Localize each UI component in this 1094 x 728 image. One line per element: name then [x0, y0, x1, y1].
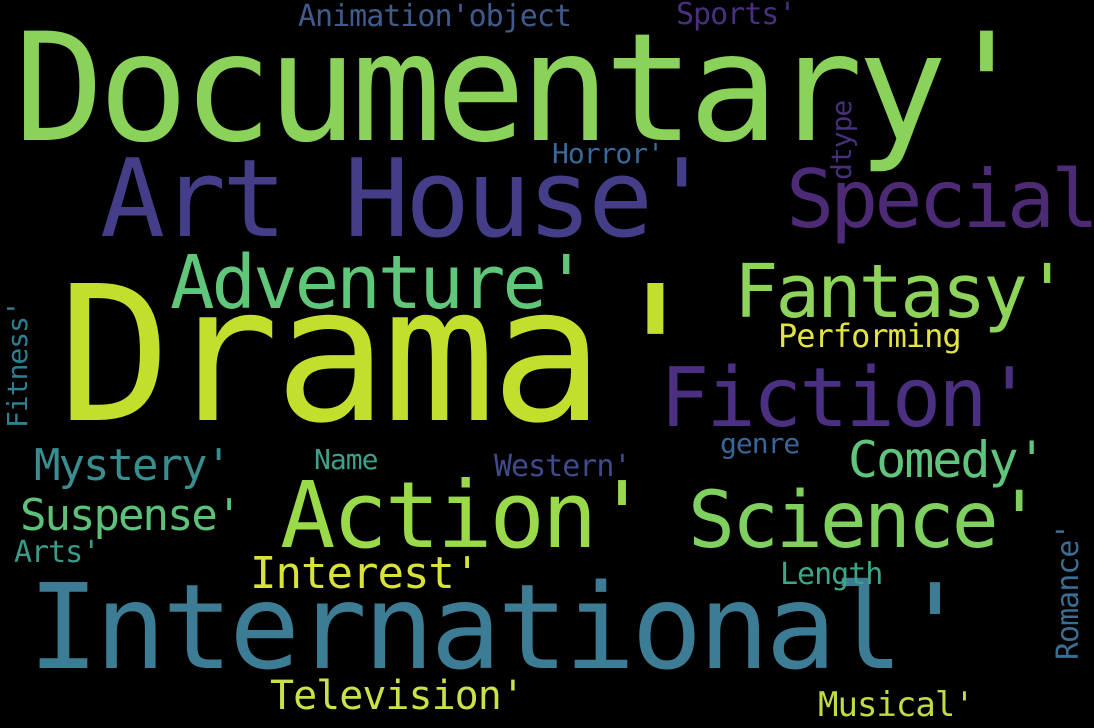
word-adventure: Adventure' — [170, 240, 589, 326]
word-horror: Horror' — [552, 137, 664, 170]
word-international: International' — [28, 558, 971, 696]
word-science: Science' — [688, 476, 1043, 566]
word-interest: Interest' — [250, 548, 480, 599]
word-fiction: Fiction' — [660, 351, 1034, 446]
word-drama: Drama' — [58, 246, 712, 465]
word-arts: Arts' — [14, 535, 100, 570]
word-dtype: dtype — [825, 100, 858, 180]
word-western: Western' — [494, 449, 631, 484]
word-genre: genre — [720, 427, 800, 460]
word-documentary: Documentary' — [14, 2, 1032, 176]
word-art-house: Art House' — [100, 137, 714, 262]
word-television: Television' — [270, 673, 525, 719]
word-animation-object: Animation'object — [298, 0, 572, 34]
word-length: Length — [780, 557, 883, 592]
word-special: Special — [786, 153, 1094, 246]
word-action: Action' — [280, 462, 650, 569]
word-suspense: Suspense' — [20, 490, 242, 541]
word-fantasy: Fantasy' — [734, 249, 1069, 335]
word-performing: Performing — [778, 317, 962, 355]
word-comedy: Comedy' — [848, 431, 1047, 489]
word-name: Name — [314, 443, 378, 476]
word-mystery: Mystery' — [34, 440, 232, 491]
word-musical: Musical' — [818, 685, 975, 725]
word-fitness: Fitness' — [1, 301, 34, 428]
word-romance: Romance' — [1051, 523, 1086, 661]
word-sports: Sports' — [676, 0, 796, 32]
